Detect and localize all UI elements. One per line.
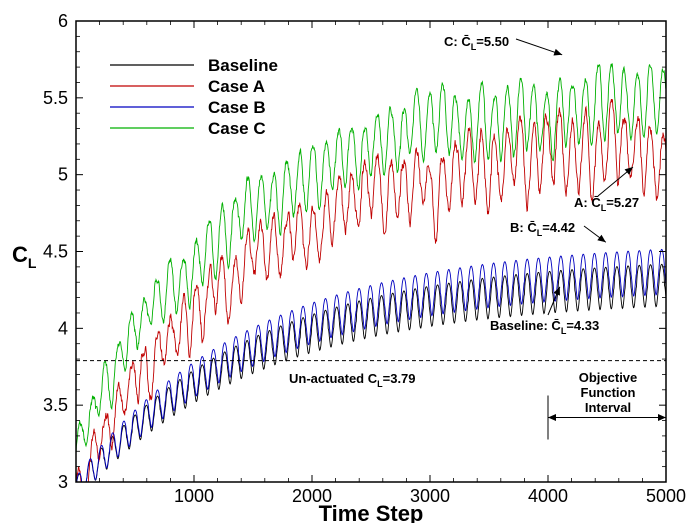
annotation-arrowhead — [548, 413, 556, 421]
legend-label: Case C — [208, 119, 266, 138]
legend: Baseline Case A Case B Case C — [110, 56, 278, 138]
legend-label: Case B — [208, 98, 266, 117]
y-tick-label: 5 — [58, 165, 68, 185]
annotations: C: C̄L=5.50 A: C̄L=5.27 B: C̄L=4.42 Baselin… — [289, 34, 666, 440]
annotation-arrow — [515, 38, 563, 56]
y-axis-title: CL — [12, 242, 37, 271]
y-tick-label: 5.5 — [43, 88, 68, 108]
y-tick-label: 3.5 — [43, 395, 68, 415]
series-line-baseline — [76, 263, 666, 482]
x-tick-label: 4000 — [528, 486, 568, 506]
annotation-arrowhead — [553, 48, 563, 56]
annotation-label: A: C̄L=5.27 — [574, 195, 639, 213]
unactuated-label: Un-actuated CL=3.79 — [289, 371, 416, 389]
annotation-arrowhead — [553, 286, 560, 296]
objective-interval-label: Objective — [579, 370, 638, 385]
annotation-arrowhead — [624, 166, 633, 175]
y-tick-label: 6 — [58, 11, 68, 31]
x-tick-label: 5000 — [646, 486, 686, 506]
y-tick-label: 4.5 — [43, 242, 68, 262]
annotation-label: Baseline: C̄L=4.33 — [490, 318, 599, 336]
series-line-case-a — [76, 99, 666, 482]
series-line-case-c — [76, 63, 666, 455]
ticks-layer: 1000 2000 3000 4000 5000 3 3.5 4 4.5 5 5.5 6 — [43, 11, 686, 506]
x-axis-title: Time Step — [319, 501, 424, 523]
annotation-label: B: C̄L=4.42 — [510, 220, 575, 238]
objective-interval-label: Function — [581, 385, 636, 400]
legend-label: Case A — [208, 77, 265, 96]
objective-interval-label: Interval — [585, 400, 631, 415]
legend-label: Baseline — [208, 56, 278, 75]
series-layer — [76, 63, 666, 482]
y-tick-label: 4 — [58, 318, 68, 338]
annotation-label: C: C̄L=5.50 — [444, 34, 509, 52]
x-tick-label: 1000 — [174, 486, 214, 506]
y-tick-label: 3 — [58, 472, 68, 492]
x-tick-label: 2000 — [292, 486, 332, 506]
labels-layer: Time Step CL — [12, 242, 423, 523]
annotation-arrowhead — [597, 234, 606, 243]
x-tick-label: 3000 — [410, 486, 450, 506]
series-line-case-b — [76, 248, 666, 482]
